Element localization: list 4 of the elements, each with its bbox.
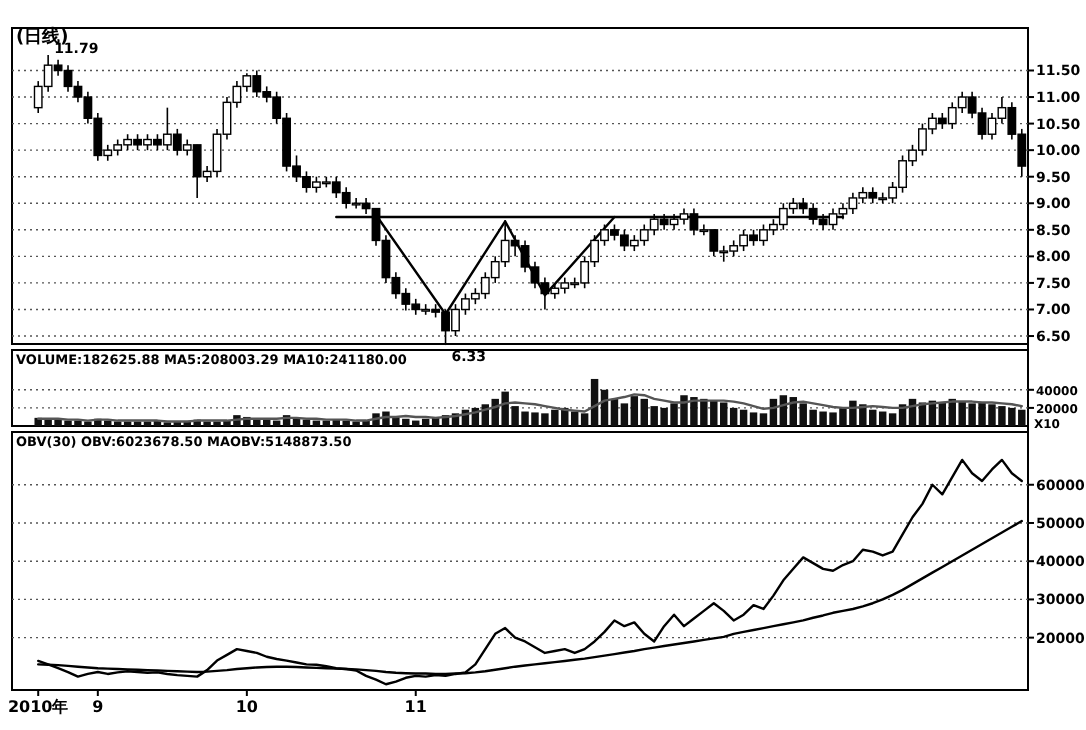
x-tick-label: 9: [92, 698, 105, 716]
x-tick-label: 2010年: [7, 698, 69, 716]
x-tick-label: 10: [235, 698, 259, 716]
x-tick-label: 11: [404, 698, 428, 716]
